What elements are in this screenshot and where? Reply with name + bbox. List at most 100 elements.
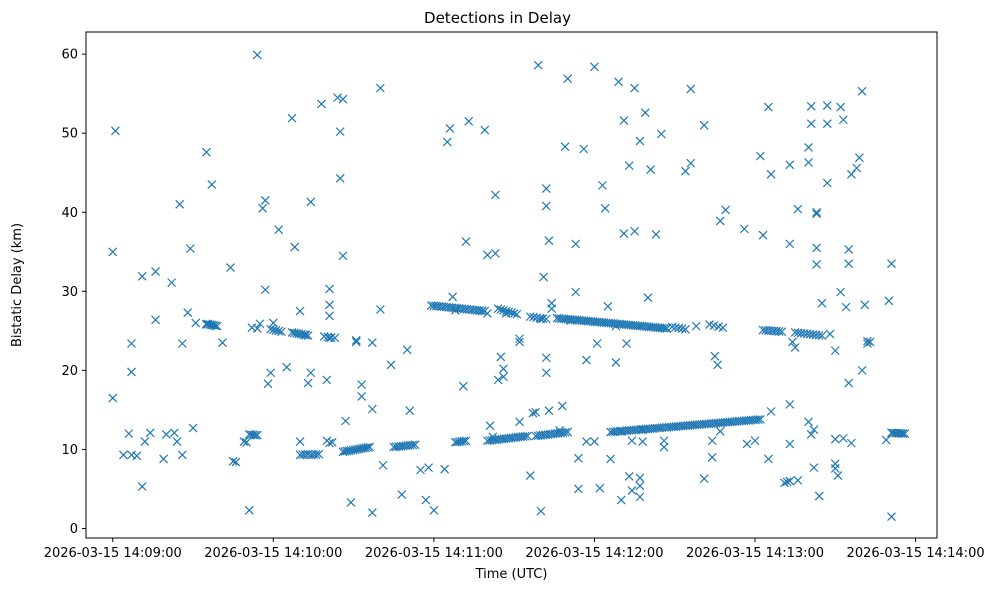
scatter-marks bbox=[108, 50, 910, 522]
data-point bbox=[367, 404, 377, 414]
data-point bbox=[338, 251, 348, 261]
data-point bbox=[624, 161, 634, 171]
data-point bbox=[782, 477, 792, 487]
data-point bbox=[496, 305, 506, 314]
data-point bbox=[306, 197, 316, 207]
data-point bbox=[857, 365, 867, 375]
data-point bbox=[367, 338, 377, 348]
chart-title: Detections in Delay bbox=[424, 9, 571, 27]
data-point bbox=[335, 127, 345, 137]
x-axis-label: Time (UTC) bbox=[475, 567, 548, 582]
data-point bbox=[884, 296, 894, 306]
data-point bbox=[541, 184, 551, 193]
data-point bbox=[590, 62, 599, 72]
data-point bbox=[838, 433, 848, 443]
y-axis: 0 10 20 30 40 50 60 bbox=[61, 48, 86, 537]
data-point bbox=[763, 102, 773, 112]
data-point bbox=[493, 375, 503, 385]
data-point bbox=[793, 475, 803, 485]
data-point bbox=[715, 216, 725, 226]
data-point bbox=[515, 337, 524, 347]
data-point bbox=[830, 346, 840, 356]
data-point bbox=[341, 416, 351, 426]
data-point bbox=[560, 427, 570, 437]
data-point bbox=[627, 436, 637, 446]
data-point bbox=[844, 259, 854, 269]
data-point bbox=[852, 163, 862, 173]
data-point bbox=[865, 337, 875, 347]
data-point bbox=[287, 113, 297, 123]
data-point bbox=[541, 368, 551, 378]
data-point bbox=[846, 438, 856, 448]
data-point bbox=[557, 401, 567, 411]
data-point bbox=[758, 230, 768, 240]
data-point bbox=[900, 429, 910, 439]
data-point bbox=[630, 226, 640, 236]
data-point bbox=[244, 505, 254, 515]
data-point bbox=[571, 239, 581, 249]
y-tick-label: 30 bbox=[61, 285, 78, 300]
data-point bbox=[898, 429, 908, 438]
data-point bbox=[739, 224, 749, 234]
data-point bbox=[250, 430, 260, 440]
data-point bbox=[429, 505, 439, 515]
data-point bbox=[127, 367, 136, 377]
data-point bbox=[598, 180, 607, 190]
data-point bbox=[755, 151, 765, 161]
data-point bbox=[335, 173, 345, 183]
data-point bbox=[132, 451, 142, 461]
data-point bbox=[881, 435, 891, 445]
data-point bbox=[410, 440, 420, 450]
x-tick-label: 2026-03-15 14:14:00 bbox=[847, 546, 985, 561]
data-point bbox=[812, 260, 822, 269]
data-point bbox=[512, 309, 522, 319]
data-point bbox=[860, 300, 870, 310]
data-point bbox=[159, 454, 169, 464]
data-point bbox=[660, 323, 669, 333]
data-point bbox=[790, 343, 800, 352]
data-point bbox=[314, 449, 324, 459]
data-point bbox=[809, 425, 819, 435]
data-point bbox=[806, 101, 816, 111]
data-point bbox=[319, 331, 329, 341]
data-point bbox=[817, 331, 827, 341]
data-point bbox=[440, 464, 450, 474]
data-point bbox=[651, 229, 661, 239]
data-point bbox=[520, 431, 530, 441]
data-point bbox=[274, 326, 284, 336]
x-tick-label: 2026-03-15 14:09:00 bbox=[44, 546, 182, 561]
data-point bbox=[785, 476, 795, 486]
data-point bbox=[825, 329, 835, 339]
data-point bbox=[210, 321, 220, 331]
y-tick-label: 60 bbox=[61, 48, 78, 63]
data-point bbox=[357, 380, 367, 390]
data-point bbox=[295, 437, 305, 446]
data-point bbox=[699, 120, 709, 130]
data-point bbox=[755, 414, 765, 424]
data-point bbox=[833, 471, 843, 480]
data-point bbox=[378, 460, 388, 470]
data-point bbox=[248, 430, 258, 440]
data-point bbox=[276, 327, 286, 337]
data-point bbox=[638, 437, 648, 446]
data-point bbox=[268, 325, 278, 335]
data-point bbox=[137, 271, 147, 281]
data-point bbox=[515, 417, 524, 427]
data-point bbox=[266, 368, 276, 378]
data-point bbox=[161, 430, 171, 439]
data-point bbox=[830, 464, 840, 473]
data-point bbox=[405, 406, 415, 416]
data-point bbox=[547, 304, 557, 314]
data-point bbox=[822, 101, 832, 110]
data-point bbox=[710, 351, 720, 361]
data-point bbox=[491, 248, 500, 258]
data-point bbox=[228, 456, 238, 466]
data-point bbox=[635, 136, 645, 146]
data-point bbox=[172, 437, 182, 446]
data-point bbox=[822, 119, 832, 129]
data-point bbox=[836, 102, 846, 112]
data-point bbox=[501, 306, 511, 316]
data-point bbox=[177, 450, 187, 460]
data-point bbox=[263, 379, 273, 389]
data-point bbox=[630, 83, 640, 93]
